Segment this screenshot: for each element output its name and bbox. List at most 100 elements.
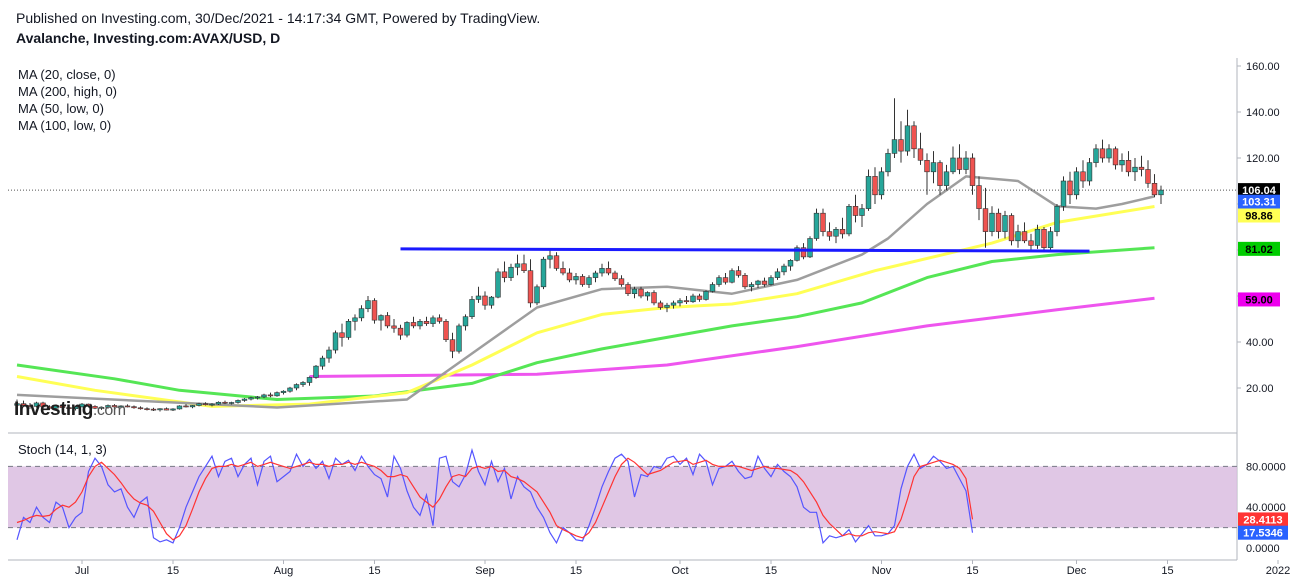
candle-body bbox=[254, 396, 261, 399]
stoch-k-badge-label: 17.5346 bbox=[1243, 528, 1283, 540]
candle-body bbox=[475, 295, 482, 300]
legend-ma50[interactable]: MA (50, low, 0) bbox=[18, 101, 104, 116]
candle-body bbox=[638, 288, 644, 297]
candle-body bbox=[716, 277, 722, 285]
candle-body bbox=[27, 405, 33, 407]
candle-body bbox=[462, 316, 469, 327]
candle-body bbox=[417, 320, 423, 327]
candle-body bbox=[313, 365, 319, 378]
stoch-k-badge bbox=[1238, 525, 1288, 540]
candle-body bbox=[248, 397, 254, 400]
candle-body bbox=[430, 317, 436, 324]
candle-body bbox=[807, 238, 813, 258]
candle-body bbox=[943, 171, 950, 186]
time-axis-label: 2022 bbox=[1266, 565, 1290, 577]
candle-body bbox=[1073, 171, 1080, 196]
candle-body bbox=[514, 263, 521, 268]
candle-body bbox=[547, 255, 553, 260]
candle-body bbox=[1047, 231, 1054, 249]
candle-body bbox=[872, 176, 878, 196]
candle-body bbox=[735, 270, 742, 276]
price-axis-badge bbox=[1238, 292, 1280, 307]
candle-body bbox=[124, 405, 131, 408]
candle-body bbox=[1158, 189, 1164, 196]
legend-ma20[interactable]: MA (20, close, 0) bbox=[18, 67, 116, 82]
candle-body bbox=[449, 339, 456, 352]
price-axis-label: 120.00 bbox=[1246, 153, 1280, 165]
candle-body bbox=[1145, 169, 1151, 184]
candle-body bbox=[235, 400, 241, 403]
price-axis-label: 140.00 bbox=[1246, 107, 1280, 119]
price-axis-badge bbox=[1238, 208, 1280, 223]
price-axis-badge-label: 98.86 bbox=[1245, 211, 1273, 223]
candle-body bbox=[904, 125, 911, 152]
candle-body bbox=[1112, 148, 1119, 166]
stoch-label[interactable]: Stoch (14, 1, 3) bbox=[18, 442, 107, 457]
candle-body bbox=[98, 407, 105, 409]
candle-body bbox=[72, 406, 79, 409]
candle-body bbox=[878, 171, 885, 196]
time-axis-label: Jul bbox=[75, 565, 89, 577]
candle-body bbox=[196, 403, 202, 406]
time-axis-label: Aug bbox=[274, 565, 294, 577]
time-axis-label: 15 bbox=[368, 565, 380, 577]
candle-body bbox=[1021, 231, 1028, 242]
candle-body bbox=[982, 208, 989, 232]
price-axis-badge bbox=[1238, 183, 1280, 198]
candle-body bbox=[92, 406, 98, 409]
candle-body bbox=[748, 284, 755, 288]
candle-body bbox=[703, 291, 709, 300]
candle-body bbox=[111, 405, 118, 408]
time-axis-label: 15 bbox=[167, 565, 179, 577]
candle-body bbox=[371, 300, 378, 321]
candle-body bbox=[131, 406, 137, 409]
stoch-d-line bbox=[16, 457, 974, 541]
candle-body bbox=[612, 272, 618, 280]
logo-name: Investing bbox=[14, 399, 93, 420]
candle-body bbox=[326, 349, 332, 359]
ma-legend: MA (20, close, 0) MA (200, high, 0) MA (… bbox=[18, 66, 117, 134]
candle-body bbox=[469, 299, 475, 318]
candle-body bbox=[46, 406, 53, 409]
candle-body bbox=[917, 148, 924, 161]
candle-body bbox=[105, 405, 111, 408]
candle-body bbox=[592, 272, 599, 278]
candle-body bbox=[391, 325, 397, 329]
ma200-line bbox=[16, 246, 1155, 401]
price-axis-badge bbox=[1238, 241, 1280, 256]
symbol-title: Avalanche, Investing.com:AVAX/USD, D bbox=[16, 30, 281, 46]
candle-body bbox=[209, 403, 215, 406]
candle-body bbox=[33, 402, 40, 407]
stoch-d-badge bbox=[1238, 512, 1288, 527]
ma50-line bbox=[16, 205, 1155, 408]
candle-body bbox=[618, 278, 625, 285]
price-axis-label: 40.00 bbox=[1246, 337, 1274, 349]
legend-ma200[interactable]: MA (200, high, 0) bbox=[18, 84, 117, 99]
ma100-line bbox=[309, 296, 1155, 378]
time-axis-label: Oct bbox=[671, 565, 688, 577]
candle-body bbox=[755, 280, 761, 285]
candle-body bbox=[976, 185, 982, 209]
candle-body bbox=[1054, 206, 1060, 232]
candle-body bbox=[157, 408, 163, 411]
candle-body bbox=[859, 208, 865, 216]
candle-body bbox=[865, 176, 872, 209]
candle-body bbox=[631, 288, 638, 295]
stoch-axis-label: 0.0000 bbox=[1246, 543, 1280, 555]
legend-ma100[interactable]: MA (100, low, 0) bbox=[18, 118, 112, 133]
candle-body bbox=[280, 390, 287, 393]
candle-body bbox=[677, 300, 683, 304]
resistance-trendline bbox=[400, 247, 1090, 253]
candle-body bbox=[241, 398, 248, 401]
candle-body bbox=[267, 394, 274, 397]
candle-body bbox=[670, 302, 677, 306]
candle-body bbox=[365, 300, 371, 309]
candle-body bbox=[683, 300, 690, 303]
candle-body bbox=[508, 266, 514, 278]
price-axis-badge-label: 81.02 bbox=[1245, 244, 1273, 256]
candle-body bbox=[911, 125, 917, 150]
candle-body bbox=[495, 271, 501, 298]
candle-body bbox=[293, 384, 300, 389]
candle-body bbox=[813, 212, 820, 239]
